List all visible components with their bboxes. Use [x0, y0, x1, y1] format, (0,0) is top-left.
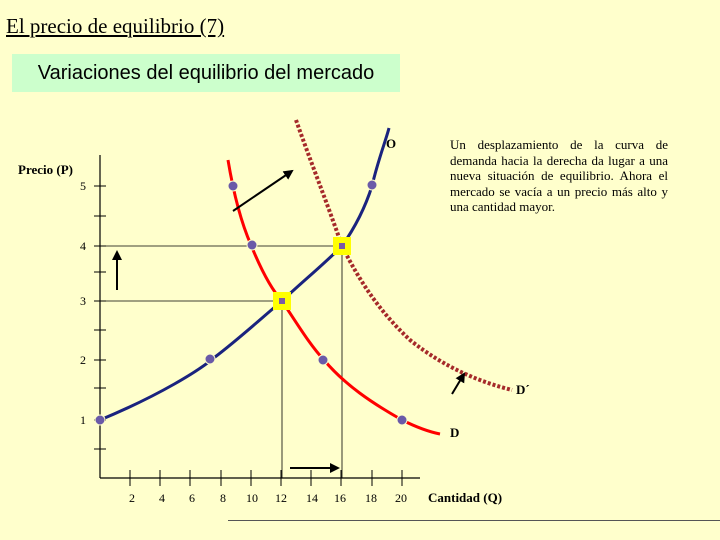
- y-tick-label: 2: [80, 353, 86, 367]
- demand-point: [396, 414, 408, 426]
- supply-point: [204, 353, 216, 365]
- supply-point: [366, 179, 378, 191]
- new-demand-curve-label: D´: [516, 382, 530, 397]
- x-tick-label: 10: [246, 491, 258, 505]
- demand-point: [227, 180, 239, 192]
- y-tick-label: 4: [80, 239, 86, 253]
- y-tick-label: 5: [80, 179, 86, 193]
- new-demand-curve: [294, 119, 513, 392]
- demand-curve: [226, 159, 441, 436]
- demand-shift-arrow-icon: [232, 169, 294, 212]
- demand-point: [317, 354, 329, 366]
- slide-title: El precio de equilibrio (7): [6, 14, 225, 38]
- x-tick-label: 18: [365, 491, 377, 505]
- x-tick-label: 2: [129, 491, 135, 505]
- x-tick-label: 20: [395, 491, 407, 505]
- bottom-divider: [228, 520, 720, 521]
- explanation-text: Un desplazamiento de la curva de demanda…: [450, 137, 668, 214]
- supply-point: [94, 414, 106, 426]
- x-tick-label: 16: [334, 491, 346, 505]
- y-axis-title: Precio (P): [18, 162, 73, 177]
- y-tick-label: 3: [80, 294, 86, 308]
- supply-curve-label: O: [386, 136, 396, 151]
- demand-shift-arrow-icon: [451, 372, 466, 395]
- demand-point: [246, 239, 258, 251]
- x-tick-label: 4: [159, 491, 165, 505]
- x-tick-label: 8: [220, 491, 226, 505]
- x-tick-label: 12: [275, 491, 287, 505]
- demand-curve-label: D: [450, 425, 459, 440]
- subtitle-text: Variaciones del equilibrio del mercado: [37, 61, 375, 84]
- supply-curve: [99, 127, 391, 422]
- x-axis-title: Cantidad (Q): [428, 490, 502, 505]
- x-tick-label: 6: [189, 491, 195, 505]
- x-tick-label: 14: [306, 491, 318, 505]
- initial-equilibrium-marker: [273, 292, 291, 310]
- subtitle-box: Variaciones del equilibrio del mercado: [12, 54, 400, 92]
- y-axis-minor-ticks: [94, 215, 106, 450]
- y-tick-label: 1: [80, 413, 86, 427]
- x-axis-ticks: [129, 470, 403, 486]
- new-equilibrium-marker: [333, 237, 351, 255]
